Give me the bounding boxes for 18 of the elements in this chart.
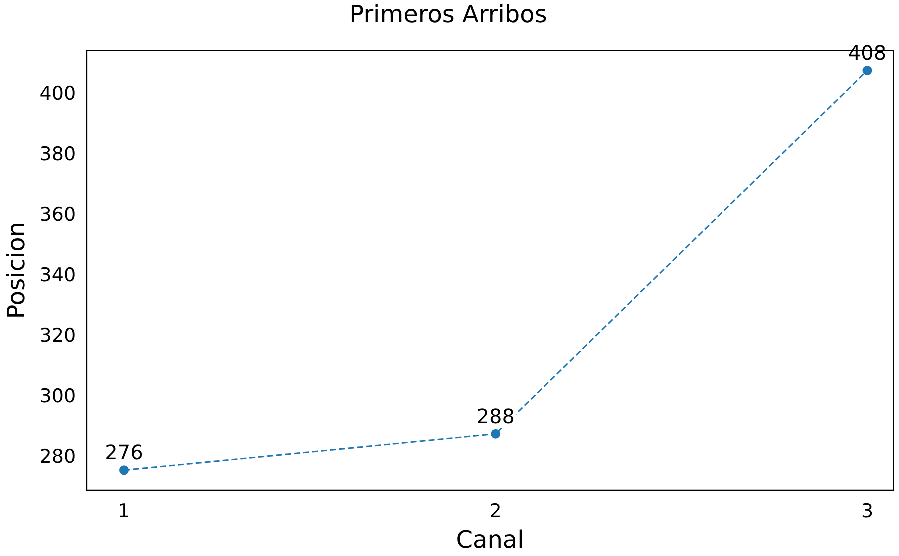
x-axis-title: Canal [456,526,524,554]
x-tick-label: 1 [118,500,130,523]
y-axis-title: Posicion [2,222,31,320]
y-tick-label: 300 [40,386,76,408]
point [862,66,872,76]
y-tick-label: 380 [40,143,76,166]
y-tick-label: 400 [40,82,76,105]
y-tick-label: 360 [40,204,76,226]
y-tick-label: 320 [40,325,76,348]
x-tick-label: 2 [490,500,502,523]
chart-title: Primeros Arribos [350,0,548,29]
data-label: 276 [105,440,144,465]
y-tick-label: 340 [40,264,76,287]
data-label: 288 [476,404,515,428]
point [119,466,129,476]
x-tick-label: 3 [861,500,874,523]
point [491,429,501,439]
y-tick-label: 280 [40,446,76,468]
